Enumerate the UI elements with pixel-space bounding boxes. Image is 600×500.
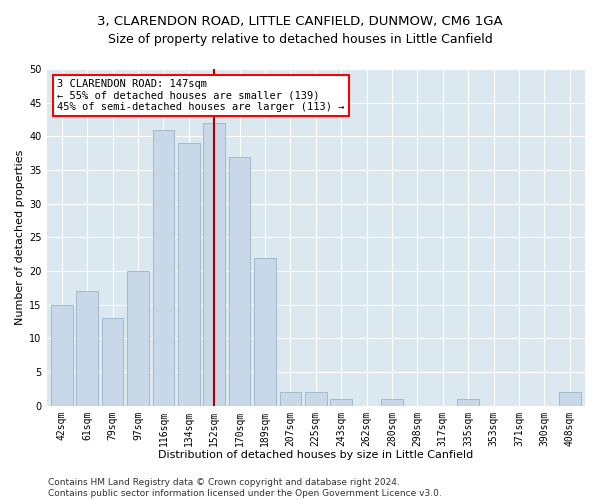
Bar	[305, 392, 326, 406]
Bar	[331, 399, 352, 406]
Bar	[559, 392, 581, 406]
Text: 3, CLARENDON ROAD, LITTLE CANFIELD, DUNMOW, CM6 1GA: 3, CLARENDON ROAD, LITTLE CANFIELD, DUNM…	[97, 15, 503, 28]
Bar	[381, 399, 403, 406]
Bar	[76, 291, 98, 406]
Bar	[51, 304, 73, 406]
Y-axis label: Number of detached properties: Number of detached properties	[15, 150, 25, 325]
X-axis label: Distribution of detached houses by size in Little Canfield: Distribution of detached houses by size …	[158, 450, 473, 460]
Text: 3 CLARENDON ROAD: 147sqm
← 55% of detached houses are smaller (139)
45% of semi-: 3 CLARENDON ROAD: 147sqm ← 55% of detach…	[57, 79, 345, 112]
Bar	[254, 258, 276, 406]
Bar	[152, 130, 174, 406]
Bar	[102, 318, 124, 406]
Bar	[178, 143, 200, 406]
Bar	[127, 271, 149, 406]
Bar	[203, 123, 225, 406]
Text: Contains HM Land Registry data © Crown copyright and database right 2024.
Contai: Contains HM Land Registry data © Crown c…	[48, 478, 442, 498]
Bar	[280, 392, 301, 406]
Bar	[229, 156, 250, 406]
Bar	[457, 399, 479, 406]
Text: Size of property relative to detached houses in Little Canfield: Size of property relative to detached ho…	[107, 32, 493, 46]
